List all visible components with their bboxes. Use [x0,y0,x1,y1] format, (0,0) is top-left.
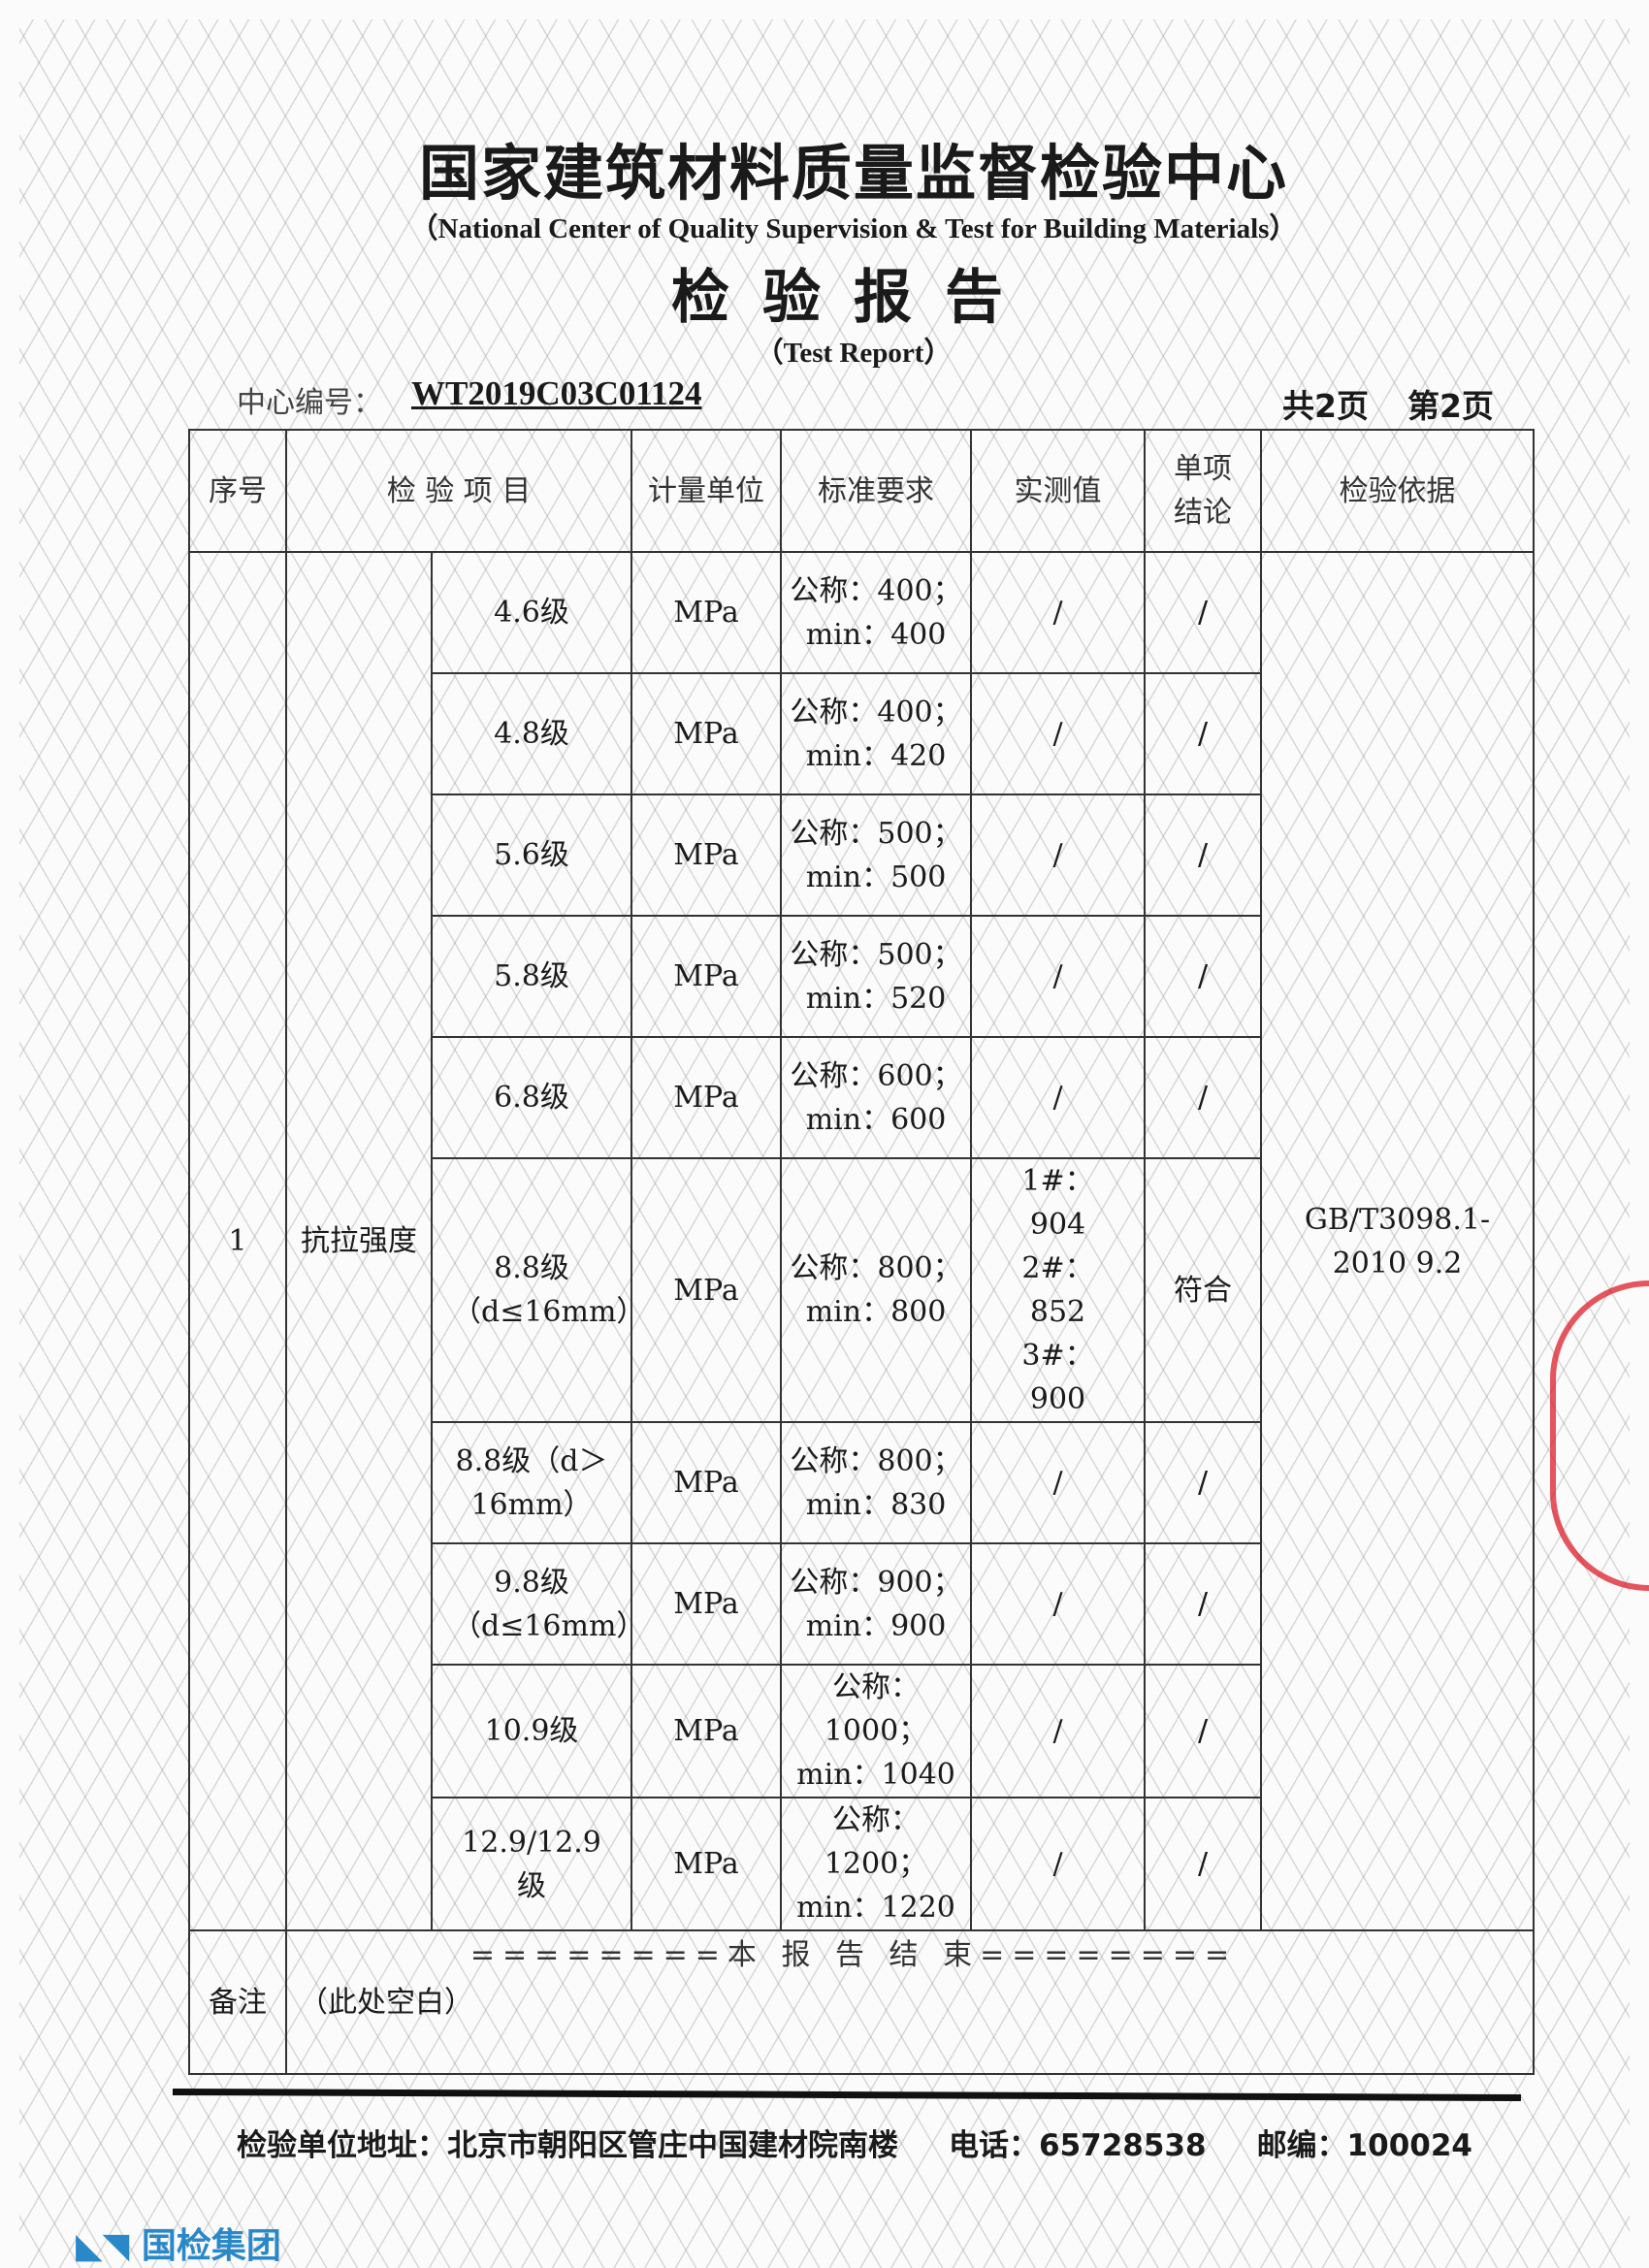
grade-cell: 9.8级（d≤16mm） [430,1542,645,1666]
official-seal-stamp [1550,1280,1649,1591]
logo-icon: ◣◥ [76,2226,142,2266]
report-end-marker: ========本 报 告 结 束======== [469,1938,1238,1972]
basis-cell: GB/T3098.1-2010 9.2 [1260,551,1536,1931]
col-header-measured: 实测值 [970,429,1147,553]
col-header-item: 检 验 项 目 [284,429,633,553]
measured-cell: 1#：904 2#：852 3#：900 [970,1157,1147,1423]
measured-cell: / [970,794,1147,917]
unit-cell: MPa [630,672,783,795]
col-header-requirement: 标准要求 [780,429,973,553]
unit-cell: MPa [630,1421,783,1544]
conclusion-cell: / [1144,672,1263,795]
remark-text: （此处空白） [284,1929,1536,2075]
remark-label: 备注 [188,1929,287,2075]
conclusion-cell: / [1144,915,1263,1038]
remark-row: 备注 （此处空白） [188,1929,1536,2075]
requirement-cell: 公称：600； min：600 [780,1036,973,1159]
table-row: 5.8级 MPa 公称：500； min：520// [189,915,1534,1038]
unit-cell: MPa [630,1157,783,1423]
requirement-cell: 公称：1200； min：1220 [780,1797,973,1931]
measured-cell: / [970,1421,1147,1544]
measured-cell: / [970,1542,1147,1666]
page-indicator: 共2页 第2页 [1282,380,1533,427]
requirement-cell: 公称：400； min：400 [780,551,973,674]
requirement-cell: 公称：400； min：420 [780,672,973,795]
unit-cell: MPa [630,1542,783,1666]
test-results-table: 序号 检 验 项 目 计量单位 标准要求 实测值 单项结论 检验依据 1 抗拉强度… [188,429,1536,2075]
conclusion-cell: / [1144,1797,1263,1931]
table-row: 9.8级（d≤16mm） MPa 公称：900； min：900// [189,1542,1534,1666]
table-row: 4.8级 MPa 公称：400； min：420// [189,672,1534,795]
grade-cell: 5.8级 [430,915,633,1038]
table-header-row: 序号 检 验 项 目 计量单位 标准要求 实测值 单项结论 检验依据 [188,429,1536,553]
conclusion-cell: / [1144,1036,1263,1159]
col-header-conclusion: 单项结论 [1144,429,1263,553]
grade-cell: 8.8级（d＞16mm） [430,1421,633,1544]
footer-phone: 电话：65728538 [949,2128,1207,2163]
requirement-cell: 公称：800； min：830 [780,1421,973,1544]
measured-cell: / [970,551,1147,674]
table-row: 6.8级 MPa 公称：600； min：600// [189,1036,1534,1159]
table-row: 8.8级（d＞16mm） MPa 公称：800； min：830// [189,1421,1534,1544]
table-row: 10.9级 MPa 公称：1000； min：1040// [189,1664,1534,1798]
measured-cell: / [970,915,1147,1038]
seq-cell: 1 [188,551,287,1931]
table-row: 12.9/12.9级 MPa 公称：1200； min：1220// [189,1797,1534,1931]
measured-cell: / [970,1797,1147,1931]
col-header-unit: 计量单位 [630,429,783,553]
table-row: 8.8级（d≤16mm） MPa 公称：800； min：800 1#：904 2#：8… [189,1157,1534,1423]
institution-subtitle: （National Center of Quality Supervision … [409,213,1298,244]
requirement-cell: 公称：500； min：520 [780,915,973,1038]
company-logo: ◣◥ 国检集团 [76,2226,281,2266]
total-pages: 共2页 [1282,387,1369,425]
requirement-cell: 公称：900； min：900 [780,1542,973,1666]
unit-cell: MPa [630,1036,783,1159]
report-title: 检验报告 [671,264,1036,332]
grade-cell: 10.9级 [430,1664,633,1798]
col-header-seq: 序号 [188,429,287,553]
requirement-cell: 公称：800； min：800 [780,1157,973,1423]
unit-cell: MPa [630,551,783,674]
footer-contact: 检验单位地址：北京市朝阳区管庄中国建材院南楼 电话：65728538 邮编：1000… [237,2121,1523,2164]
unit-cell: MPa [630,915,783,1038]
table-row: 5.6级 MPa 公称：500； min：500// [189,794,1534,917]
conclusion-cell: / [1144,1421,1263,1544]
conclusion-cell: / [1144,794,1263,917]
table-row: 1 抗拉强度 4.6级 MPa 公称：400； min：400// GB/T3098.1-2… [188,551,1536,1931]
current-page: 第2页 [1406,387,1494,425]
institution-title: 国家建筑材料质量监督检验中心 [418,138,1288,209]
grade-cell: 6.8级 [430,1036,633,1159]
center-no: WT2019C03C01124 [411,374,702,412]
grade-cell: 8.8级（d≤16mm） [430,1157,645,1423]
measured-cell: / [970,1036,1147,1159]
conclusion-cell: 符合 [1144,1157,1263,1423]
grade-cell: 12.9/12.9级 [430,1797,633,1931]
grade-cell: 5.6级 [430,794,633,917]
grade-cell: 4.8级 [430,672,633,795]
unit-cell: MPa [630,1797,783,1931]
footer-postcode: 邮编：100024 [1256,2128,1472,2163]
requirement-cell: 公称：1000； min：1040 [780,1664,973,1798]
conclusion-cell: / [1144,1664,1263,1798]
conclusion-cell: / [1144,551,1263,674]
measured-cell: / [970,1664,1147,1798]
conclusion-cell: / [1144,1542,1263,1666]
unit-cell: MPa [630,794,783,917]
item-cell: 抗拉强度 [285,551,433,1931]
col-header-basis: 检验依据 [1260,429,1536,553]
requirement-cell: 公称：500； min：500 [780,794,973,917]
grade-cell: 4.6级 [430,551,633,674]
footer-address: 检验单位地址：北京市朝阳区管庄中国建材院南楼 [237,2128,898,2163]
measured-cell: / [970,672,1147,795]
unit-cell: MPa [630,1664,783,1798]
center-no-label: 中心编号： [237,386,382,420]
report-subtitle: （Test Report） [755,338,953,369]
